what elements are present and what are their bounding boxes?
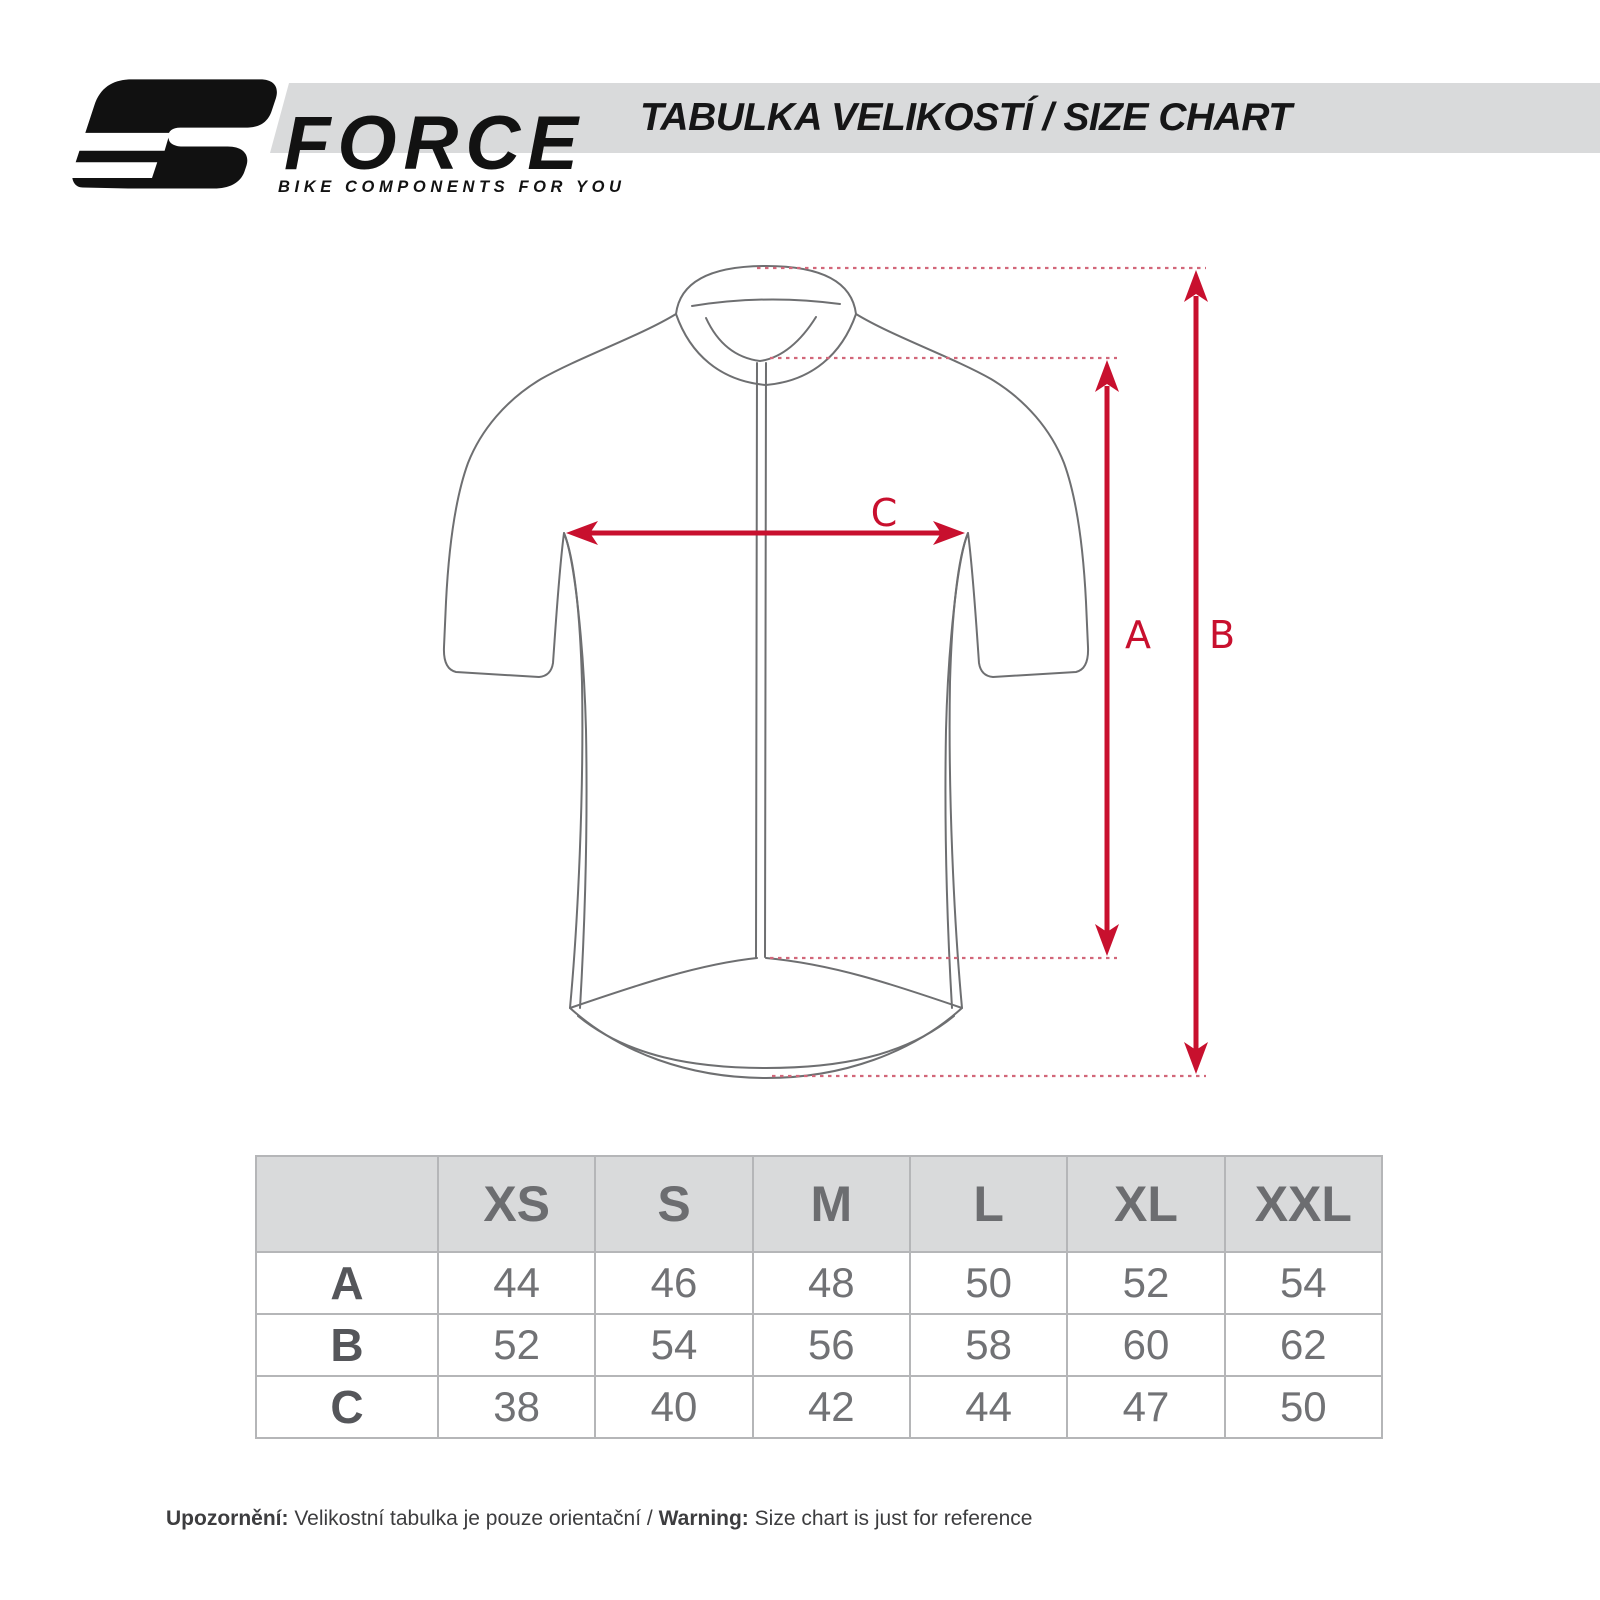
arrowhead-right-icon bbox=[933, 521, 965, 545]
jersey-measurement-diagram: C A B bbox=[442, 265, 1235, 1079]
force-logo-icon bbox=[68, 79, 277, 189]
row-label-a: A bbox=[255, 1251, 439, 1315]
header-band bbox=[270, 83, 1600, 153]
page-title: TABULKA VELIKOSTÍ / SIZE CHART bbox=[640, 96, 1292, 139]
col-header-m: M bbox=[751, 1155, 911, 1253]
arrowhead-down-icon bbox=[1184, 1042, 1208, 1074]
force-emblem-cut bbox=[68, 132, 170, 151]
table-row-a: A 44 46 48 50 52 54 bbox=[255, 1251, 1384, 1315]
zipper-line bbox=[755, 362, 767, 958]
table-cell-b-l: 58 bbox=[908, 1313, 1069, 1377]
dimension-arrow-a bbox=[1095, 360, 1119, 956]
collar-neck-opening bbox=[705, 316, 817, 362]
col-header-xs: XS bbox=[436, 1155, 597, 1253]
col-header-xxl: XXL bbox=[1223, 1155, 1384, 1253]
force-emblem-shape bbox=[72, 79, 277, 189]
arrowhead-left-icon bbox=[566, 521, 598, 545]
table-cell-b-m: 56 bbox=[751, 1313, 911, 1377]
table-cell-a-xs: 44 bbox=[436, 1251, 597, 1315]
footer-note: Upozornění: Velikostní tabulka je pouze … bbox=[166, 1506, 1032, 1532]
notice-label-cs: Upozornění: bbox=[166, 1507, 289, 1530]
table-cell-c-l: 44 bbox=[908, 1375, 1069, 1439]
table-header-row: XS S M L XL XXL bbox=[255, 1155, 1384, 1253]
dimension-arrow-b bbox=[1184, 270, 1208, 1074]
side-seam-right bbox=[944, 532, 969, 1009]
table-cell-a-xxl: 54 bbox=[1223, 1251, 1384, 1315]
dimension-arrows bbox=[566, 270, 1208, 1074]
size-table: XS S M L XL XXL A 44 46 48 50 52 54 B 52… bbox=[255, 1155, 1384, 1439]
table-cell-c-s: 40 bbox=[594, 1375, 754, 1439]
table-cell-b-xs: 52 bbox=[436, 1313, 597, 1377]
row-label-c: C bbox=[255, 1375, 439, 1439]
dimension-arrow-c bbox=[566, 521, 965, 545]
dimension-label-a: A bbox=[1125, 613, 1151, 657]
notice-text-en: Size chart is just for reference bbox=[754, 1507, 1033, 1530]
table-row-c: C 38 40 42 44 47 50 bbox=[255, 1375, 1384, 1439]
table-cell-c-m: 42 bbox=[751, 1375, 911, 1439]
table-cell-b-s: 54 bbox=[594, 1313, 754, 1377]
tail-hem-inner bbox=[577, 1015, 955, 1069]
force-emblem-cut bbox=[68, 162, 158, 179]
table-cell-a-l: 50 bbox=[908, 1251, 1069, 1315]
notice-text-cs: Velikostní tabulka je pouze orientační bbox=[294, 1507, 642, 1530]
table-row-b: B 52 54 56 58 60 62 bbox=[255, 1313, 1384, 1377]
table-cell-b-xxl: 62 bbox=[1223, 1313, 1384, 1377]
table-cell-a-xl: 52 bbox=[1066, 1251, 1226, 1315]
col-header-xl: XL bbox=[1066, 1155, 1226, 1253]
row-label-b: B bbox=[255, 1313, 439, 1377]
brand-name: FORCE bbox=[284, 101, 585, 186]
notice-separator: / bbox=[646, 1507, 653, 1530]
dimension-label-b: B bbox=[1209, 613, 1235, 657]
dimension-labels: C A B bbox=[871, 491, 1235, 657]
table-cell-b-xl: 60 bbox=[1066, 1313, 1226, 1377]
table-corner-cell bbox=[255, 1155, 439, 1253]
dimension-label-c: C bbox=[871, 491, 898, 535]
table-cell-c-xs: 38 bbox=[436, 1375, 597, 1439]
table-cell-a-s: 46 bbox=[594, 1251, 754, 1315]
side-seam-left bbox=[563, 532, 588, 1009]
notice-label-en: Warning: bbox=[658, 1507, 749, 1530]
arrowhead-up-icon bbox=[1095, 360, 1119, 392]
col-header-s: S bbox=[594, 1155, 754, 1253]
table-cell-c-xxl: 50 bbox=[1223, 1375, 1384, 1439]
brand-tagline: BIKE COMPONENTS FOR YOU bbox=[278, 178, 626, 196]
collar-inner-rim bbox=[691, 298, 841, 307]
front-hem-line bbox=[569, 957, 963, 1009]
col-header-l: L bbox=[908, 1155, 1069, 1253]
table-cell-a-m: 48 bbox=[751, 1251, 911, 1315]
arrowhead-up-icon bbox=[1184, 270, 1208, 302]
table-cell-c-xl: 47 bbox=[1066, 1375, 1226, 1439]
arrowhead-down-icon bbox=[1095, 924, 1119, 956]
jersey-drawing bbox=[442, 265, 1090, 1079]
dotted-reference-lines bbox=[757, 266, 1206, 1078]
